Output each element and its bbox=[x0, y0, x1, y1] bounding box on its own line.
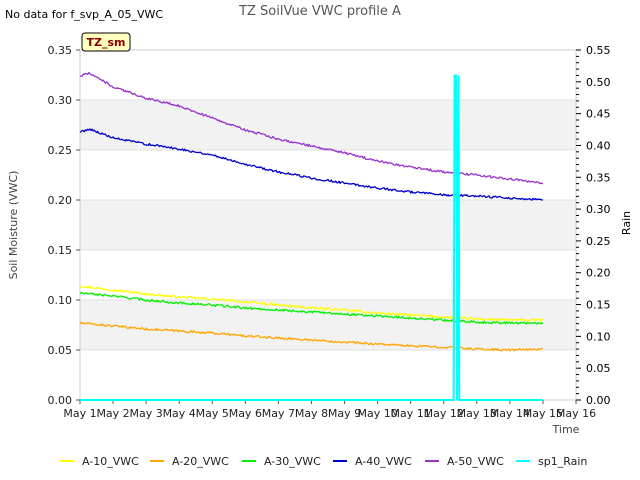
x-axis-label: Time bbox=[552, 423, 580, 436]
background-band bbox=[80, 350, 576, 400]
x-axis-ticks: May 1 May 2 May 3 May 4 May 5 May 6 May 7 May 8… bbox=[63, 400, 596, 420]
y-axis-right-ticks: 0.00 0.05 0.10 0.15 0.20 0.25 0.30 0.35 0.40 0.45… bbox=[576, 44, 611, 407]
x-tick-label: May 2 bbox=[96, 407, 129, 420]
legend-label-sp1_Rain: sp1_Rain bbox=[538, 455, 587, 468]
series-line-A-50_VWC bbox=[79, 71, 544, 185]
series-lines bbox=[79, 71, 544, 401]
y-right-tick-label: 0.25 bbox=[586, 235, 611, 248]
background-band bbox=[80, 50, 576, 100]
series-line-A-40_VWC bbox=[79, 128, 544, 201]
background-band bbox=[80, 250, 576, 300]
y-right-tick-label: 0.00 bbox=[586, 394, 611, 407]
background-band bbox=[80, 200, 576, 250]
no-data-note: No data for f_svp_A_05_VWC bbox=[5, 8, 163, 21]
x-tick-label: May 6 bbox=[229, 407, 262, 420]
site-badge: TZ_sm bbox=[81, 32, 131, 52]
legend-label-A-50_VWC: A-50_VWC bbox=[447, 455, 504, 468]
y-right-tick-label: 0.55 bbox=[586, 44, 611, 57]
x-tick-label: May 12 bbox=[424, 407, 464, 420]
series-line-sp1_Rain bbox=[80, 74, 543, 401]
y-right-tick-label: 0.45 bbox=[586, 108, 611, 121]
x-tick-label: May 5 bbox=[196, 407, 229, 420]
chart-title: TZ SoilVue VWC profile A bbox=[238, 4, 401, 19]
x-tick-label: May 3 bbox=[130, 407, 163, 420]
x-tick-label: May 13 bbox=[457, 407, 497, 420]
y-right-tick-label: 0.05 bbox=[586, 362, 611, 375]
background-band bbox=[80, 150, 576, 200]
series-line-A-10_VWC bbox=[79, 285, 544, 322]
legend-label-A-20_VWC: A-20_VWC bbox=[172, 455, 229, 468]
x-tick-label: May 15 bbox=[523, 407, 563, 420]
y-right-tick-label: 0.20 bbox=[586, 267, 611, 280]
x-tick-label: May 8 bbox=[295, 407, 328, 420]
x-tick-label: May 14 bbox=[490, 407, 530, 420]
x-tick-label: May 7 bbox=[262, 407, 295, 420]
legend-label-A-40_VWC: A-40_VWC bbox=[355, 455, 412, 468]
y-right-tick-label: 0.50 bbox=[586, 76, 611, 89]
y-axis-left-ticks: 0.00 0.05 0.10 0.15 0.20 0.25 0.30 0.35 bbox=[48, 44, 80, 407]
y-right-tick-label: 0.40 bbox=[586, 139, 611, 152]
legend: A-10_VWC A-20_VWC A-30_VWC A-40_VWC A-50_VWC… bbox=[60, 455, 587, 468]
y-right-tick-label: 0.30 bbox=[586, 203, 611, 216]
background-band bbox=[80, 100, 576, 150]
y-left-tick-label: 0.00 bbox=[48, 394, 73, 407]
y-left-tick-label: 0.15 bbox=[48, 244, 73, 257]
y-left-tick-label: 0.30 bbox=[48, 94, 73, 107]
x-tick-label: May 11 bbox=[391, 407, 431, 420]
plot-background-bands bbox=[80, 49, 576, 401]
y-left-tick-label: 0.20 bbox=[48, 194, 73, 207]
y-left-tick-label: 0.05 bbox=[48, 344, 73, 357]
series-line-A-30_VWC bbox=[79, 292, 544, 325]
y-axis-right-label: Rain bbox=[620, 211, 633, 235]
y-right-tick-label: 0.35 bbox=[586, 171, 611, 184]
y-left-tick-label: 0.10 bbox=[48, 294, 73, 307]
x-tick-label: May 9 bbox=[328, 407, 361, 420]
legend-label-A-30_VWC: A-30_VWC bbox=[264, 455, 321, 468]
x-tick-label: May 16 bbox=[556, 407, 596, 420]
x-tick-label: May 1 bbox=[63, 407, 96, 420]
x-tick-label: May 10 bbox=[357, 407, 397, 420]
legend-label-A-10_VWC: A-10_VWC bbox=[82, 455, 139, 468]
y-right-tick-label: 0.10 bbox=[586, 330, 611, 343]
series-line-A-20_VWC bbox=[79, 321, 544, 352]
y-left-tick-label: 0.35 bbox=[48, 44, 73, 57]
y-left-tick-label: 0.25 bbox=[48, 144, 73, 157]
site-badge-label: TZ_sm bbox=[87, 36, 126, 49]
x-tick-label: May 4 bbox=[163, 407, 196, 420]
y-right-tick-label: 0.15 bbox=[586, 299, 611, 312]
y-axis-left-label: Soil Moisture (VWC) bbox=[7, 171, 20, 280]
